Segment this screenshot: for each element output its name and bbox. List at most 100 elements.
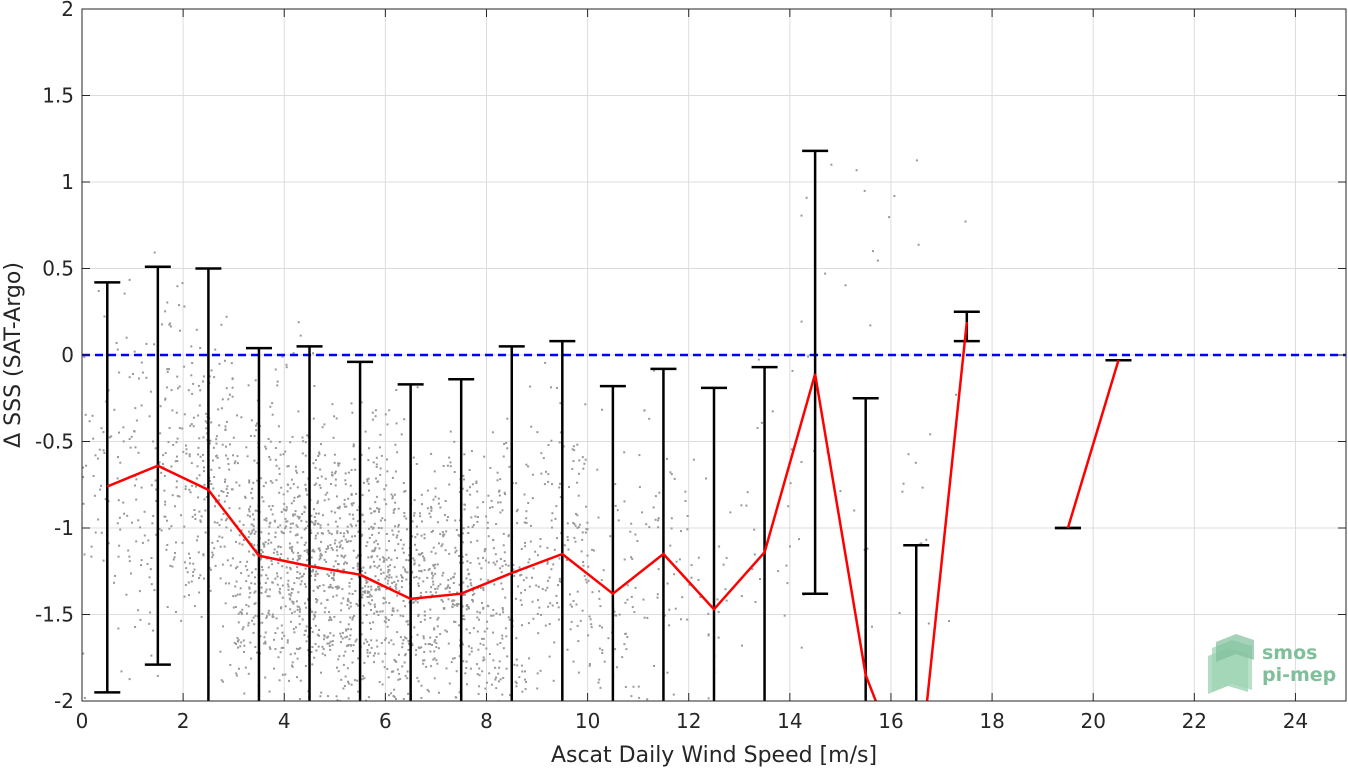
scatter-point-1706: [393, 658, 396, 661]
scatter-point-1030: [296, 515, 299, 518]
scatter-point-1559: [413, 514, 416, 517]
scatter-point-240: [224, 359, 226, 362]
scatter-point-550: [248, 508, 250, 511]
scatter-point-2006: [502, 647, 505, 650]
scatter-point-2285: [551, 483, 553, 486]
scatter-point-53: [102, 449, 105, 452]
scatter-point-942: [291, 588, 294, 591]
scatter-point-2018: [523, 521, 526, 524]
scatter-point-1957: [453, 620, 455, 623]
scatter-point-1184: [374, 605, 376, 608]
scatter-point-2242: [547, 480, 550, 483]
scatter-point-1043: [332, 565, 335, 568]
scatter-point-705: [269, 521, 272, 524]
scatter-point-260: [183, 305, 186, 308]
scatter-point-1386: [384, 616, 387, 619]
scatter-point-2476: [839, 490, 842, 493]
scatter-point-1700: [413, 563, 416, 566]
scatter-point-1025: [292, 352, 295, 355]
scatter-point-1606: [412, 557, 415, 560]
scatter-point-2420: [653, 369, 656, 372]
scatter-point-880: [315, 512, 318, 515]
scatter-point-2244: [587, 634, 590, 637]
scatter-point-2025: [536, 554, 539, 557]
scatter-point-1939: [463, 478, 465, 481]
scatter-point-1251: [356, 520, 359, 523]
scatter-point-1750: [398, 672, 401, 675]
scatter-point-1130: [366, 651, 369, 654]
scatter-point-758: [334, 560, 337, 563]
scatter-point-152: [135, 478, 138, 481]
scatter-point-562: [246, 568, 249, 571]
scatter-point-2343: [588, 664, 591, 667]
scatter-point-1697: [399, 539, 402, 541]
scatter-point-2505: [791, 369, 794, 372]
scatter-point-330: [224, 429, 227, 431]
scatter-point-1921: [461, 541, 464, 544]
scatter-point-254: [215, 435, 218, 438]
scatter-point-408: [188, 562, 191, 565]
scatter-point-163: [149, 611, 152, 614]
scatter-point-1623: [429, 650, 432, 653]
scatter-point-2458: [756, 427, 759, 429]
scatter-point-1073: [289, 568, 292, 571]
scatter-point-1443: [366, 649, 369, 651]
scatter-point-101: [140, 559, 143, 562]
scatter-point-527: [267, 566, 270, 569]
scatter-point-2265: [577, 640, 580, 643]
scatter-point-1781: [461, 605, 464, 608]
scatter-point-463: [239, 611, 242, 613]
scatter-point-1859: [461, 555, 464, 558]
scatter-point-1118: [380, 454, 383, 457]
scatter-point-1916: [438, 691, 440, 694]
scatter-point-1608: [387, 641, 390, 644]
scatter-point-1806: [469, 578, 472, 581]
scatter-point-2158: [536, 672, 539, 675]
scatter-point-931: [295, 471, 298, 474]
scatter-point-976: [319, 695, 322, 698]
scatter-point-1454: [338, 507, 341, 510]
scatter-point-831: [315, 570, 318, 573]
scatter-point-1417: [345, 541, 348, 543]
scatter-point-1560: [397, 678, 400, 681]
scatter-point-1413: [382, 560, 385, 563]
scatter-point-964: [289, 594, 292, 597]
scatter-point-1679: [402, 639, 405, 642]
scatter-point-2390: [688, 583, 691, 586]
scatter-point-2211: [575, 512, 577, 515]
scatter-point-2328: [603, 660, 606, 663]
scatter-point-1138: [374, 548, 376, 551]
scatter-point-173: [161, 323, 163, 326]
scatter-point-571: [240, 529, 243, 532]
scatter-point-879: [319, 556, 322, 559]
scatter-point-1004: [319, 552, 322, 555]
scatter-point-2088: [501, 634, 504, 637]
scatter-point-975: [310, 610, 313, 613]
scatter-point-1917: [484, 687, 487, 690]
scatter-point-716: [281, 631, 284, 634]
scatter-point-2395: [669, 471, 672, 474]
scatter-point-1011: [285, 366, 288, 369]
scatter-point-2370: [601, 649, 604, 652]
scatter-point-2243: [578, 472, 580, 475]
scatter-point-2492: [955, 393, 958, 396]
scatter-point-852: [328, 619, 331, 622]
scatter-point-1228: [340, 635, 343, 638]
scatter-point-2231: [551, 512, 554, 515]
scatter-point-220: [225, 315, 228, 318]
scatter-point-1170: [334, 520, 337, 523]
scatter-point-1521: [400, 574, 403, 577]
scatter-point-192: [178, 427, 181, 430]
scatter-point-2156: [525, 576, 528, 579]
scatter-point-1124: [340, 641, 342, 644]
scatter-point-967: [327, 547, 330, 550]
scatter-point-1622: [414, 543, 416, 546]
scatter-point-2445: [760, 421, 763, 424]
scatter-point-40: [123, 292, 126, 295]
scatter-point-25: [131, 521, 133, 524]
scatter-point-1833: [449, 461, 452, 464]
scatter-point-1148: [348, 582, 351, 584]
scatter-point-1267: [360, 401, 363, 404]
scatter-point-46: [85, 464, 88, 467]
scatter-point-635: [256, 509, 259, 512]
